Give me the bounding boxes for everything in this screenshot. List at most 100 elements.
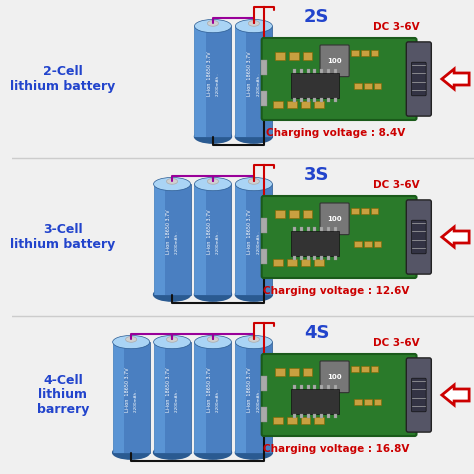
Bar — [313, 385, 317, 389]
Ellipse shape — [248, 179, 259, 184]
Bar — [289, 210, 299, 218]
Bar — [289, 52, 299, 60]
Bar — [291, 389, 339, 414]
Text: Li-ion  18650 3.7V: Li-ion 18650 3.7V — [207, 51, 211, 96]
Bar — [327, 385, 330, 389]
Text: 2200mAh .: 2200mAh . — [257, 231, 261, 254]
Bar — [291, 73, 339, 98]
Bar — [327, 414, 330, 418]
Bar — [236, 26, 273, 137]
Text: 2200mAh .: 2200mAh . — [216, 73, 220, 96]
Text: 2200mAh .: 2200mAh . — [175, 231, 179, 254]
Bar — [194, 342, 206, 453]
Ellipse shape — [154, 336, 191, 349]
Bar — [301, 417, 310, 424]
Bar — [374, 83, 382, 89]
Bar — [334, 98, 337, 102]
Bar — [307, 69, 310, 73]
Bar — [291, 231, 339, 255]
FancyBboxPatch shape — [262, 354, 417, 436]
Bar — [334, 385, 337, 389]
Bar — [289, 368, 299, 376]
Bar — [320, 69, 323, 73]
Bar — [154, 184, 191, 294]
Bar — [301, 101, 310, 108]
Bar — [300, 98, 302, 102]
Bar — [364, 241, 372, 247]
Bar — [371, 366, 378, 372]
Bar — [273, 417, 283, 424]
Text: DC 3-6V: DC 3-6V — [373, 338, 420, 348]
Bar — [307, 98, 310, 102]
Ellipse shape — [154, 446, 191, 459]
Bar — [236, 184, 246, 294]
Bar — [261, 60, 266, 75]
Text: Li-ion  18650 3.7V: Li-ion 18650 3.7V — [166, 209, 171, 254]
Ellipse shape — [194, 336, 231, 349]
Text: 100: 100 — [327, 58, 342, 64]
Bar — [236, 26, 246, 137]
Bar — [236, 342, 273, 453]
Ellipse shape — [236, 177, 273, 191]
Bar — [351, 366, 359, 372]
Ellipse shape — [208, 20, 219, 26]
Text: Charging voltage : 16.8V: Charging voltage : 16.8V — [263, 444, 409, 454]
FancyBboxPatch shape — [411, 62, 426, 96]
Bar — [293, 255, 296, 260]
Text: 2200mAh .: 2200mAh . — [216, 231, 220, 254]
Text: Li-ion  18650 3.7V: Li-ion 18650 3.7V — [125, 367, 130, 411]
Bar — [194, 26, 231, 137]
Bar — [327, 255, 330, 260]
Text: Charging voltage : 12.6V: Charging voltage : 12.6V — [263, 286, 409, 296]
FancyBboxPatch shape — [262, 196, 417, 278]
Bar — [261, 375, 266, 391]
Bar — [287, 259, 297, 266]
Text: 100: 100 — [327, 374, 342, 380]
Bar — [313, 69, 317, 73]
Text: 4S: 4S — [304, 324, 329, 342]
Ellipse shape — [113, 336, 150, 349]
Text: 2-Cell
lithium battery: 2-Cell lithium battery — [10, 65, 116, 93]
Ellipse shape — [113, 446, 150, 459]
Text: Li-ion  18650 3.7V: Li-ion 18650 3.7V — [247, 367, 253, 411]
Bar — [236, 342, 246, 453]
Polygon shape — [442, 227, 469, 247]
Bar — [361, 366, 369, 372]
Text: 100: 100 — [327, 216, 342, 222]
Ellipse shape — [194, 177, 231, 191]
Bar — [334, 69, 337, 73]
Bar — [354, 399, 362, 405]
Bar — [320, 385, 323, 389]
Bar — [300, 69, 302, 73]
Bar — [361, 50, 369, 56]
Bar — [307, 227, 310, 231]
Ellipse shape — [236, 19, 273, 33]
Bar — [364, 83, 372, 89]
FancyBboxPatch shape — [406, 42, 431, 116]
Bar — [320, 255, 323, 260]
Ellipse shape — [154, 177, 191, 191]
Ellipse shape — [236, 288, 273, 301]
Bar — [313, 255, 317, 260]
Bar — [314, 101, 324, 108]
Bar — [194, 184, 206, 294]
Ellipse shape — [248, 20, 259, 26]
Bar — [327, 98, 330, 102]
Bar — [302, 368, 312, 376]
Ellipse shape — [166, 337, 178, 342]
Bar — [307, 255, 310, 260]
Polygon shape — [442, 385, 469, 405]
Bar — [273, 101, 283, 108]
Ellipse shape — [166, 179, 178, 184]
Text: 2200mAh .: 2200mAh . — [257, 73, 261, 96]
Text: 3S: 3S — [304, 166, 329, 184]
Bar — [351, 50, 359, 56]
FancyBboxPatch shape — [320, 361, 349, 392]
Bar — [287, 417, 297, 424]
Ellipse shape — [208, 179, 219, 184]
Polygon shape — [442, 69, 469, 89]
Bar — [261, 91, 266, 106]
Ellipse shape — [248, 337, 259, 342]
Bar — [275, 210, 285, 218]
Bar — [194, 342, 231, 453]
